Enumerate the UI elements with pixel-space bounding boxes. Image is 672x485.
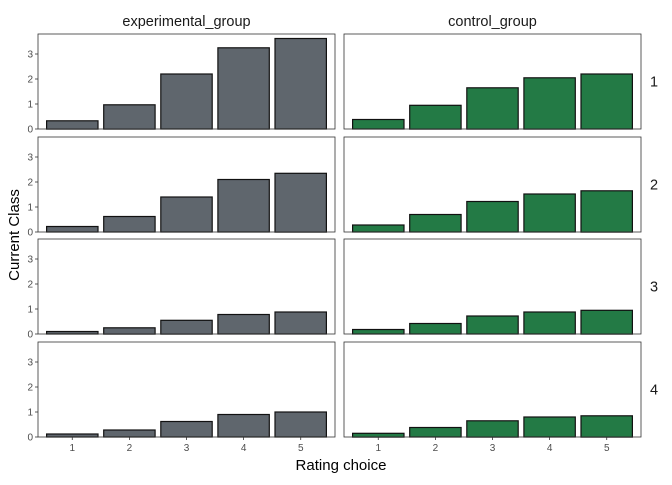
- bar: [580, 73, 634, 130]
- bar: [160, 319, 213, 335]
- x-tick-label: 4: [547, 443, 553, 454]
- panel: 1 2 3 4 5: [343, 341, 642, 454]
- bar: [466, 200, 519, 233]
- bar: [352, 118, 405, 130]
- bar: [274, 311, 328, 335]
- x-tick-label: 1: [375, 443, 381, 454]
- x-axis-label: Rating choice: [296, 457, 387, 474]
- panel: 0 1 2 3 1 2 3 4 5: [27, 341, 336, 454]
- bar: [103, 104, 156, 130]
- bar: [523, 193, 576, 233]
- y-tick-label: 3: [27, 50, 33, 61]
- y-tick-label: 2: [27, 383, 33, 394]
- y-tick-label: 2: [27, 280, 33, 291]
- bar: [103, 215, 156, 233]
- bar: [160, 73, 213, 130]
- bar: [217, 413, 270, 438]
- panel-border: [37, 238, 336, 335]
- bar: [352, 224, 405, 233]
- panel: [343, 238, 642, 335]
- x-tick-label: 3: [184, 443, 190, 454]
- y-tick-label: 3: [27, 358, 33, 369]
- bar: [523, 416, 576, 438]
- bar: [466, 315, 519, 335]
- bar: [217, 313, 270, 335]
- bar: [160, 196, 213, 233]
- y-tick-label: 1: [27, 408, 33, 419]
- bar: [103, 429, 156, 438]
- bar: [352, 328, 405, 335]
- x-tick-label: 4: [241, 443, 247, 454]
- y-tick-label: 2: [27, 178, 33, 189]
- bar: [409, 104, 462, 130]
- x-tick-label: 5: [604, 443, 610, 454]
- bar: [217, 178, 270, 233]
- y-tick-label: 0: [27, 228, 33, 239]
- bar: [580, 309, 634, 335]
- bar: [45, 120, 99, 130]
- facet-row-label: 4: [650, 383, 658, 399]
- y-tick-label: 3: [27, 255, 33, 266]
- panel: 0 1 2 3: [27, 238, 336, 341]
- y-tick-label: 1: [27, 100, 33, 111]
- bar: [580, 190, 634, 233]
- bar: [580, 415, 634, 438]
- bar: [217, 47, 270, 130]
- bar: [274, 172, 328, 233]
- bar: [45, 225, 99, 233]
- bar: [409, 213, 462, 233]
- facet-row-label: 3: [650, 280, 658, 296]
- x-tick-label: 2: [127, 443, 133, 454]
- bar: [523, 77, 576, 130]
- bar: [103, 327, 156, 335]
- bar: [466, 87, 519, 130]
- bar: [409, 322, 462, 335]
- facet-column-label: control_group: [448, 14, 537, 30]
- panel-border: [343, 33, 642, 130]
- bar: [160, 420, 213, 438]
- x-tick-label: 5: [298, 443, 304, 454]
- panel-border: [37, 33, 336, 130]
- x-tick-label: 3: [490, 443, 496, 454]
- panel: [343, 33, 642, 130]
- bar: [274, 411, 328, 438]
- bar: [409, 426, 462, 438]
- facet-column-label: experimental_group: [122, 14, 250, 30]
- panel-border: [343, 136, 642, 233]
- bar: [466, 420, 519, 438]
- panel-border: [343, 238, 642, 335]
- y-tick-label: 0: [27, 125, 33, 136]
- y-tick-label: 2: [27, 75, 33, 86]
- y-tick-label: 0: [27, 433, 33, 444]
- bar: [352, 432, 405, 438]
- y-tick-label: 0: [27, 330, 33, 341]
- panel-border: [37, 136, 336, 233]
- y-tick-label: 3: [27, 153, 33, 164]
- facet-row-label: 1: [650, 75, 658, 91]
- bar: [45, 433, 99, 438]
- bar: [274, 37, 328, 130]
- panel: 0 1 2 3: [27, 33, 336, 136]
- bar: [523, 311, 576, 335]
- x-tick-label: 2: [433, 443, 439, 454]
- panel: [343, 136, 642, 233]
- y-tick-label: 1: [27, 305, 33, 316]
- x-tick-label: 1: [69, 443, 75, 454]
- facet-strips: experimental_group control_group 1 2 3 4: [122, 14, 658, 399]
- facet-row-label: 2: [650, 178, 658, 194]
- panel: 0 1 2 3: [27, 136, 336, 239]
- y-tick-label: 1: [27, 203, 33, 214]
- y-axis-label: Current Class: [6, 189, 23, 281]
- panels-layer: 0 1 2 3 0 1 2 3 0 1 2 3 0 1 2 3 1 2 3 4 5 1 2 3 4 5: [27, 33, 642, 454]
